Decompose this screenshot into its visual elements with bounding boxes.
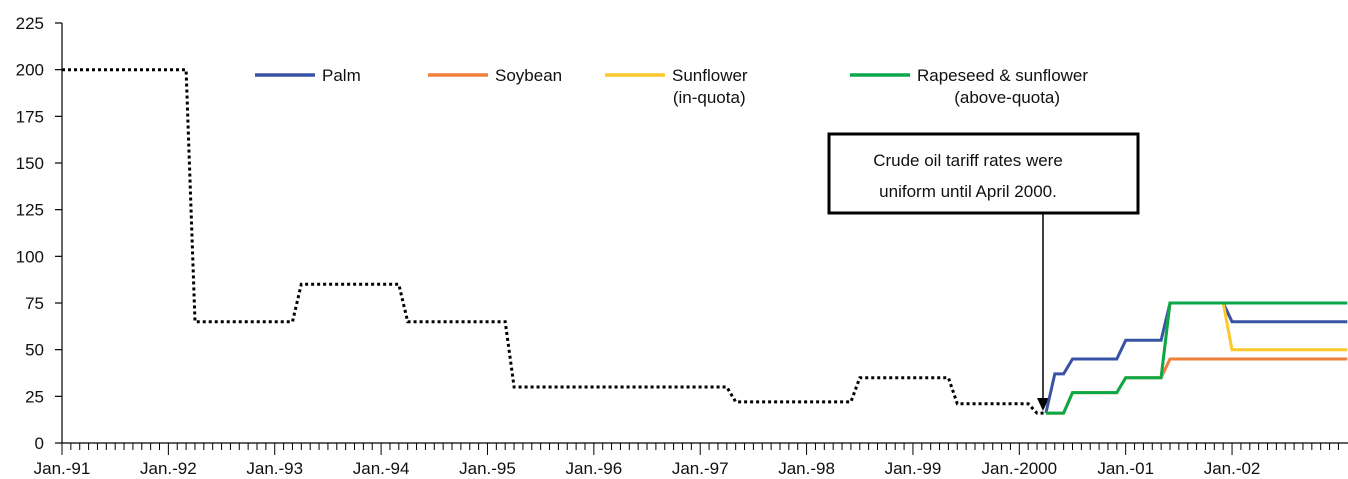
x-tick-label: Jan.-94 (353, 459, 410, 478)
y-tick-label: 225 (16, 14, 44, 33)
x-tick-label: Jan.-92 (140, 459, 197, 478)
y-tick-label: 175 (16, 107, 44, 126)
legend-label: Palm (322, 66, 361, 85)
x-tick-label: Jan.-93 (246, 459, 303, 478)
x-tick-label: Jan.-97 (672, 459, 729, 478)
y-tick-label: 0 (35, 434, 44, 453)
y-tick-label: 75 (25, 294, 44, 313)
y-tick-label: 150 (16, 154, 44, 173)
legend-label: Rapeseed & sunflower (above-quota) (917, 66, 1088, 107)
series-line (62, 68, 1046, 415)
x-tick-label: Jan.-96 (565, 459, 622, 478)
annotation-box (827, 132, 1140, 215)
legend-label: Soybean (495, 66, 562, 85)
series-line (1045, 301, 1348, 415)
y-tick-label: 125 (16, 201, 44, 220)
x-tick-label: Jan.-01 (1097, 459, 1154, 478)
x-tick-label: Jan.-99 (885, 459, 942, 478)
y-tick-label: 50 (25, 341, 44, 360)
x-tick-label: Jan.-95 (459, 459, 516, 478)
legend-label: Sunflower (in-quota) (672, 66, 748, 107)
annotation-text: uniform until April 2000. (879, 182, 1057, 201)
annotation-text: Crude oil tariff rates were (873, 151, 1063, 170)
x-tick-label: Jan.-98 (778, 459, 835, 478)
x-tick-label: Jan.-2000 (981, 459, 1057, 478)
series-line (1045, 357, 1348, 415)
arrow-head (1037, 398, 1049, 411)
x-tick-label: Jan.-02 (1204, 459, 1261, 478)
y-tick-label: 100 (16, 247, 44, 266)
x-tick-label: Jan.-91 (34, 459, 91, 478)
y-tick-label: 25 (25, 387, 44, 406)
y-tick-label: 200 (16, 61, 44, 80)
